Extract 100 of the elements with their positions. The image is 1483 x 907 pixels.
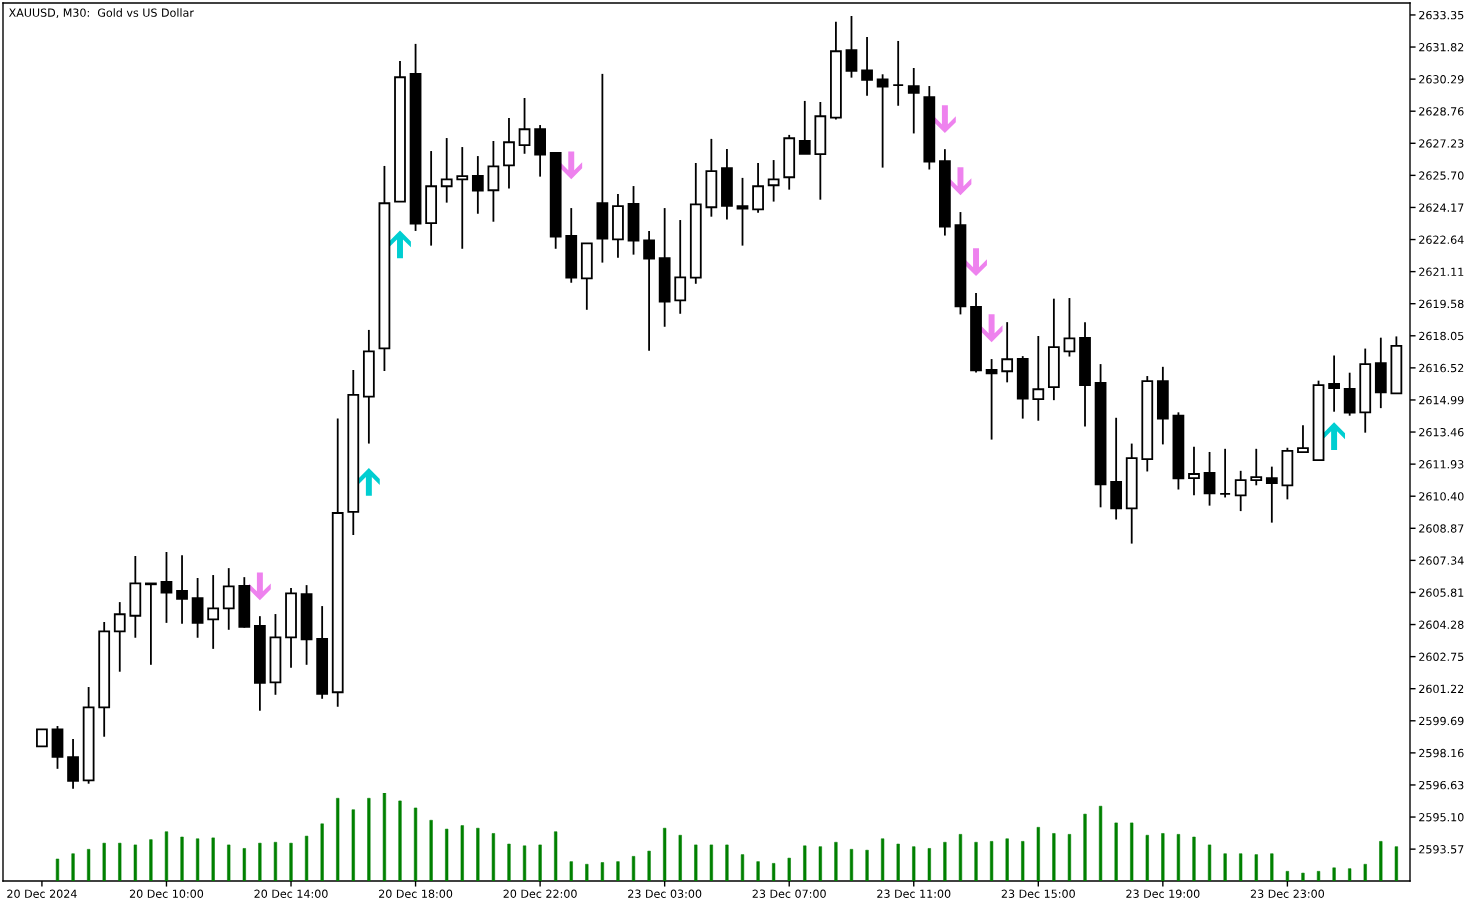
candlestick [160,551,173,624]
candlestick [471,155,484,215]
bar [398,800,402,881]
candlestick [845,15,858,79]
point [949,167,972,196]
candlestick [1188,445,1200,497]
y-tick-label: 2621.11 [1419,267,1464,276]
x-tick-label: 23 Dec 03:00 [628,889,702,898]
candlestick [1203,451,1216,507]
candlestick [736,176,749,247]
candlestick [176,554,188,625]
bar [756,861,760,881]
bar [694,844,698,881]
bar [834,842,838,881]
bar [1052,833,1056,881]
bar [102,842,106,881]
bar [71,853,75,881]
x-tick-label: 23 Dec 15:00 [1001,889,1075,898]
bar [1021,841,1025,881]
y-tick-label: 2618.05 [1419,331,1464,341]
bar [445,828,449,881]
x-tick-label: 23 Dec 23:00 [1250,889,1325,898]
bar [1285,871,1289,881]
bar [1192,836,1196,881]
point [965,248,987,277]
y-tick-label: 2605.81 [1419,588,1464,597]
y-tick-label: 2631.82 [1419,43,1464,52]
x-tick-label: 20 Dec 22:00 [503,889,577,898]
y-tick-label: 2627.23 [1419,139,1464,148]
x-tick-label: 20 Dec 18:00 [379,889,453,898]
bar [616,861,620,881]
bar [289,842,293,881]
bar [1036,827,1040,881]
bar [55,858,60,881]
point [980,314,1003,343]
y-tick-label: 2628.76 [1419,107,1464,116]
bar [304,835,309,881]
chart-title: XAUUSD, M30: Gold vs US Dollar [8,8,194,18]
bar [1161,833,1165,881]
candlestick [440,137,453,204]
bar [1176,834,1181,881]
bar [787,857,791,881]
bar [585,864,589,881]
bar [1270,853,1274,881]
bar [1394,846,1398,881]
y-tick-label: 2595.10 [1419,813,1464,822]
point [560,151,583,180]
bar [709,844,713,881]
bar [958,834,963,881]
candlestick [67,738,79,790]
bar [1130,822,1134,881]
bar [382,793,387,881]
bar [1301,872,1305,881]
bar [1223,853,1227,881]
y-tick-label: 2593.57 [1419,845,1464,854]
bar [554,831,558,881]
bar [1145,834,1149,881]
y-tick-label: 2610.40 [1419,492,1464,501]
x-tick-label: 20 Dec 14:00 [254,889,328,898]
bar [1083,813,1087,881]
bar [740,854,745,881]
bar [429,820,433,881]
y-tick-label: 2599.69 [1419,716,1464,726]
candlestick [1328,354,1340,413]
candlestick [1250,447,1263,487]
y-tick-label: 2630.29 [1419,75,1464,84]
bar [242,848,246,881]
candlestick [518,97,531,155]
y-tick-label: 2613.46 [1419,428,1464,437]
candlestick [907,67,920,135]
y-tick-label: 2596.63 [1419,780,1464,790]
candlestick [1001,321,1014,384]
bar [678,834,682,881]
bar [881,838,885,881]
candlestick [643,230,655,352]
bar [974,842,978,881]
candlestick [1297,424,1309,454]
bar [927,848,931,881]
bar [149,839,153,881]
bar [336,798,340,881]
y-tick-label: 2622.64 [1419,235,1464,244]
candlestick [1032,335,1045,422]
y-tick-label: 2624.17 [1419,203,1464,212]
candlestick [1063,297,1076,358]
bar [476,827,480,881]
bar [1363,864,1367,881]
candlestick [1234,469,1247,513]
bar [1005,838,1009,881]
candlestick [1343,371,1356,417]
y-tick-label: 2616.52 [1419,363,1464,373]
bar [647,850,651,881]
bar [725,844,729,881]
candlestick [222,567,235,631]
bar [320,823,324,881]
candlestick [674,219,687,315]
bar [460,825,464,881]
bar [538,844,542,881]
candlestick [752,162,764,214]
bar [1379,841,1383,881]
y-tick-label: 2608.87 [1419,524,1464,533]
